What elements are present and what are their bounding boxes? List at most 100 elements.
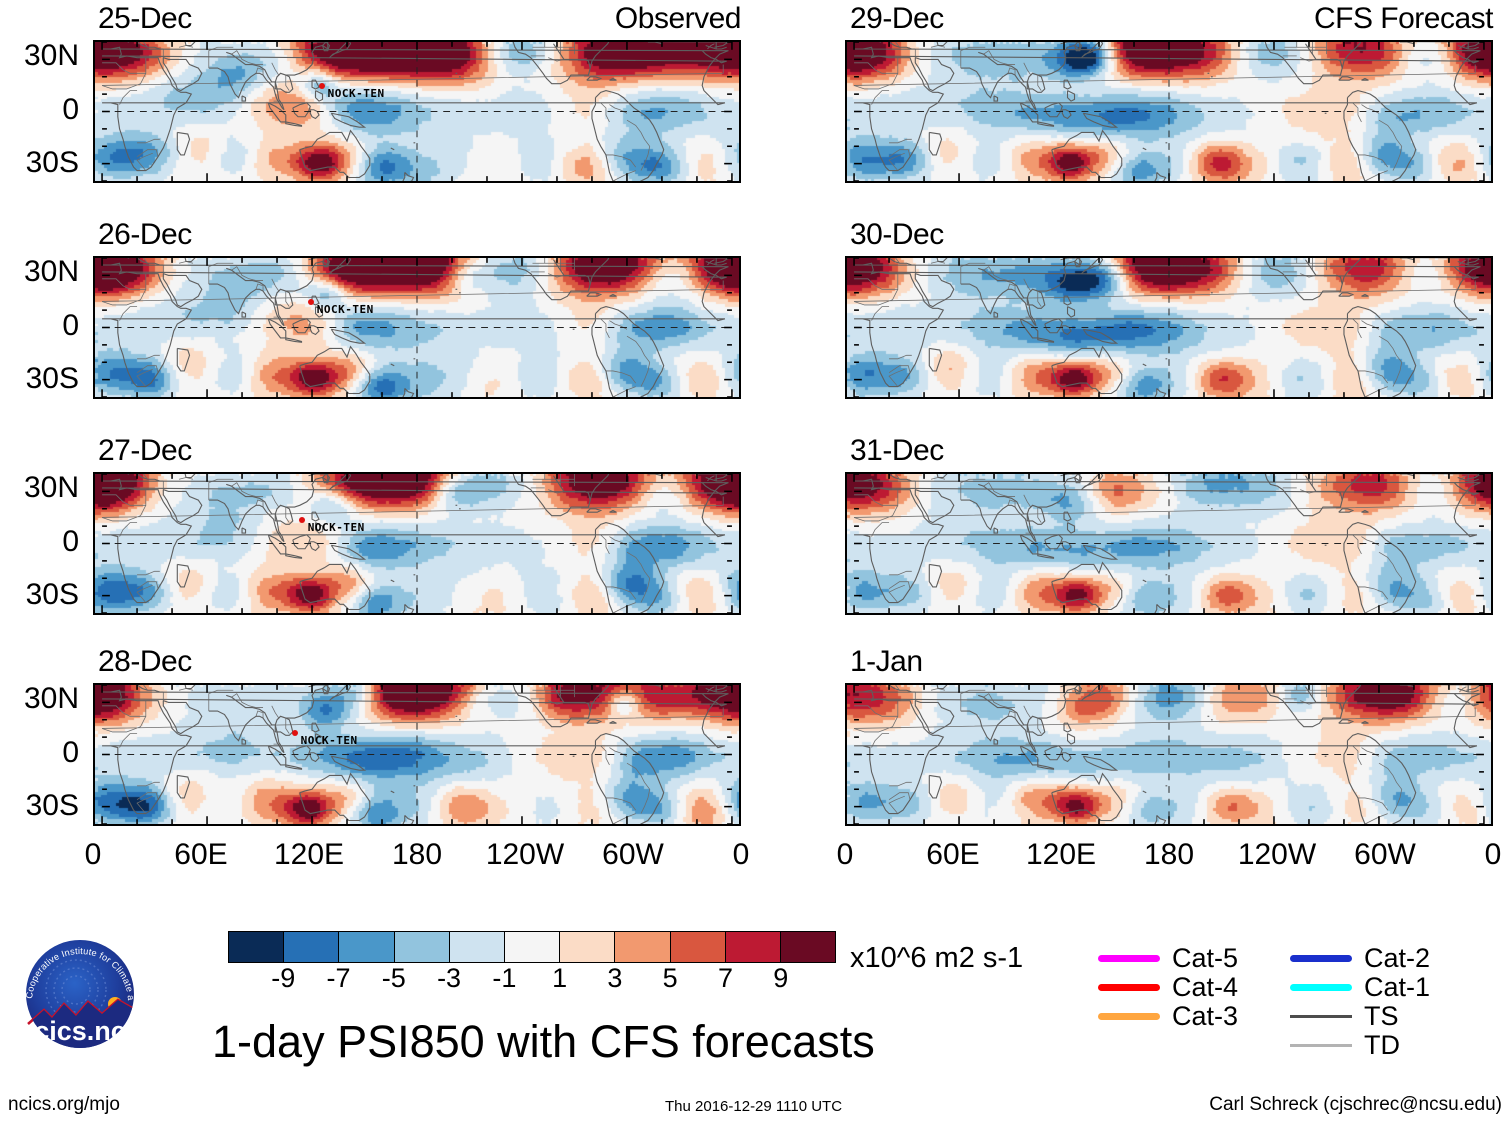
legend-item-cat-1: Cat-1 xyxy=(1290,972,1431,1002)
legend-swatch-ts-icon xyxy=(1290,1015,1352,1018)
colorbar-tick-label: -3 xyxy=(437,963,462,993)
panel-title-p6: 30-Dec xyxy=(850,218,944,251)
storm-track-marker-p4 xyxy=(291,730,298,737)
map-overlay-p5 xyxy=(853,42,1485,181)
colorbar-tick-label: 3 xyxy=(607,963,623,993)
map-panel-p3 xyxy=(93,472,741,615)
storm-legend-left: Cat-5 Cat-4 Cat-3 xyxy=(1098,943,1239,1031)
x-tick-label: 60E xyxy=(174,838,228,871)
legend-swatch-td-icon xyxy=(1290,1044,1352,1047)
y-tick-label: 0 xyxy=(62,735,79,769)
map-panel-p5 xyxy=(845,40,1493,183)
map-overlay-p1 xyxy=(101,42,733,181)
y-tick-label: 30N xyxy=(23,681,79,715)
column-header-observed: Observed xyxy=(614,2,742,35)
footer-author: Carl Schreck (cjschrec@ncsu.edu) xyxy=(1209,1094,1502,1115)
map-panel-p6 xyxy=(845,256,1493,399)
legend-item-cat-2: Cat-2 xyxy=(1290,943,1431,973)
x-tick-label: 120E xyxy=(273,838,345,871)
panel-title-p7: 31-Dec xyxy=(850,434,944,467)
x-tick-label: 0 xyxy=(732,838,750,871)
legend-swatch-cat-2-icon xyxy=(1290,955,1352,962)
map-panel-p4 xyxy=(93,683,741,826)
panel-title-p4: 28-Dec xyxy=(98,645,192,678)
storm-name-label-p2: NOCK-TEN xyxy=(316,303,374,317)
logo-wordmark: cics.nc xyxy=(34,1016,126,1046)
legend-item-cat-3: Cat-3 xyxy=(1098,1001,1239,1031)
storm-name-label-p3: NOCK-TEN xyxy=(307,521,365,535)
colorbar-segment-8 xyxy=(670,932,726,962)
map-panel-p1 xyxy=(93,40,741,183)
map-overlay-p2 xyxy=(101,258,733,397)
storm-name-label-p4: NOCK-TEN xyxy=(300,734,358,748)
map-panel-p8 xyxy=(845,683,1493,826)
panel-title-p5: 29-Dec xyxy=(850,2,944,35)
colorbar-tick-label: -9 xyxy=(271,963,296,993)
x-tick-label: 0 xyxy=(84,838,102,871)
colorbar-units-label: x10^6 m2 s-1 xyxy=(850,942,1024,974)
x-tick-label: 120W xyxy=(485,838,565,871)
colorbar-tick-label: -7 xyxy=(326,963,351,993)
x-tick-label: 120E xyxy=(1025,838,1097,871)
legend-swatch-cat-3-icon xyxy=(1098,1013,1160,1020)
y-tick-label: 0 xyxy=(62,524,79,558)
legend-item-cat-5: Cat-5 xyxy=(1098,943,1239,973)
colorbar-segment-10 xyxy=(780,932,836,962)
map-overlay-p8 xyxy=(853,685,1485,824)
x-tick-label: 60E xyxy=(926,838,980,871)
y-tick-label: 30S xyxy=(25,362,79,396)
y-tick-label: 30N xyxy=(23,38,79,72)
legend-item-ts: TS xyxy=(1290,1001,1430,1031)
panel-title-p2: 26-Dec xyxy=(98,218,192,251)
colorbar-tick-label: -5 xyxy=(381,963,406,993)
colorbar-segment-6 xyxy=(560,932,616,962)
colorbar-segment-5 xyxy=(504,932,561,962)
colorbar-tick-label: -1 xyxy=(492,963,517,993)
colorbar-ticks: -9 -7 -5 -3 -1 1 3 5 7 9 xyxy=(228,963,836,997)
y-tick-label: 30N xyxy=(23,470,79,504)
colorbar-segment-2 xyxy=(339,932,395,962)
legend-swatch-cat-1-icon xyxy=(1290,984,1352,991)
colorbar-segment-3 xyxy=(394,932,450,962)
legend-swatch-cat-5-icon xyxy=(1098,955,1160,962)
map-overlay-p4 xyxy=(101,685,733,824)
legend-swatch-cat-4-icon xyxy=(1098,984,1160,991)
storm-name-label-p1: NOCK-TEN xyxy=(327,87,385,101)
colorbar-tick-label: 1 xyxy=(552,963,568,993)
y-tick-label: 0 xyxy=(62,308,79,342)
x-tick-label: 60W xyxy=(1354,838,1416,871)
storm-track-marker-p3 xyxy=(298,517,305,524)
page-title: 1-day PSI850 with CFS forecasts xyxy=(212,1016,875,1067)
legend-label: Cat-5 xyxy=(1172,943,1239,973)
map-overlay-p6 xyxy=(853,258,1485,397)
x-tick-label: 120W xyxy=(1237,838,1317,871)
legend-label: Cat-3 xyxy=(1172,1001,1239,1031)
colorbar-segment-0 xyxy=(229,932,285,962)
legend-label: TD xyxy=(1364,1030,1400,1060)
storm-track-marker-p1 xyxy=(318,83,325,90)
map-overlay-p3 xyxy=(101,474,733,613)
legend-item-cat-4: Cat-4 xyxy=(1098,972,1238,1002)
column-header-forecast: CFS Forecast xyxy=(1313,2,1494,35)
x-tick-label: 180 xyxy=(391,838,443,871)
legend-label: Cat-2 xyxy=(1364,943,1431,973)
x-tick-label: 180 xyxy=(1143,838,1195,871)
colorbar-segment-4 xyxy=(449,932,505,962)
y-tick-label: 30S xyxy=(25,578,79,612)
panel-title-p8: 1-Jan xyxy=(850,645,923,678)
colorbar-tick-label: 5 xyxy=(662,963,678,993)
colorbar-segment-9 xyxy=(725,932,781,962)
panel-title-p1: 25-Dec xyxy=(98,2,192,35)
footer-website: ncics.org/mjo xyxy=(8,1094,120,1115)
colorbar-tick-label: 9 xyxy=(773,963,789,993)
colorbar xyxy=(228,931,836,963)
y-tick-label: 0 xyxy=(62,92,79,126)
cics-nc-logo: Cooperative Institute for Climate and Sa… xyxy=(11,920,146,1060)
y-tick-label: 30S xyxy=(25,789,79,823)
map-panel-p7 xyxy=(845,472,1493,615)
map-panel-p2 xyxy=(93,256,741,399)
legend-label: TS xyxy=(1364,1001,1399,1031)
y-tick-label: 30N xyxy=(23,254,79,288)
legend-label: Cat-1 xyxy=(1364,972,1431,1002)
legend-item-td: TD xyxy=(1290,1030,1430,1060)
